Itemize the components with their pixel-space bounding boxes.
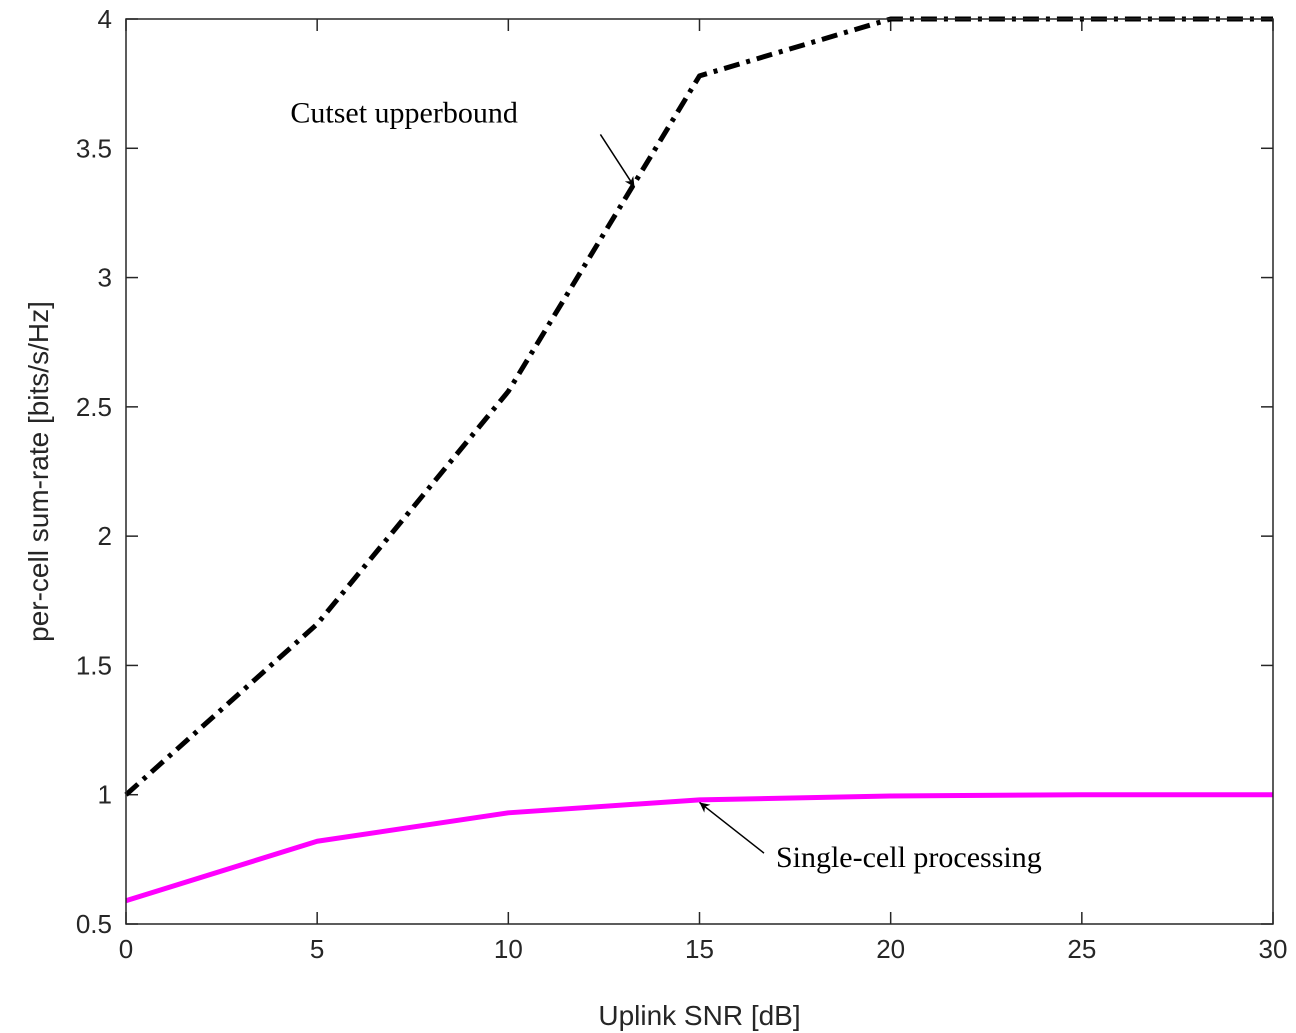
x-tick-label: 15 [685,934,714,964]
x-tick-label: 10 [494,934,523,964]
y-tick-label: 3.5 [76,133,112,163]
plot-background [126,19,1273,924]
annotation-arrow [599,134,636,188]
annotation-label: Cutset upperbound [290,96,517,129]
y-tick-label: 2.5 [76,392,112,422]
annotation-label: Single-cell processing [776,841,1042,874]
x-tick-label: 5 [310,934,324,964]
x-tick-label: 0 [119,934,133,964]
x-tick-label: 30 [1259,934,1288,964]
y-tick-label: 3 [98,263,112,293]
y-axis-label: per-cell sum-rate [bits/s/Hz] [23,301,54,642]
y-tick-label: 4 [98,4,112,34]
y-tick-label: 1.5 [76,650,112,680]
y-tick-label: 2 [98,521,112,551]
x-axis-label: Uplink SNR [dB] [598,1000,800,1031]
x-tick-label: 20 [876,934,905,964]
y-tick-label: 1 [98,780,112,810]
annotation-layer: Cutset upperbound Single-cell processing [290,96,1041,874]
single-cell-processing-line [125,792,1273,904]
y-tick-label: 0.5 [76,909,112,939]
annotation-arrow [699,801,765,854]
plot-frame [125,18,1274,925]
x-axis-ticks: 0 5 10 15 20 25 30 [119,19,1288,964]
x-tick-label: 25 [1067,934,1096,964]
